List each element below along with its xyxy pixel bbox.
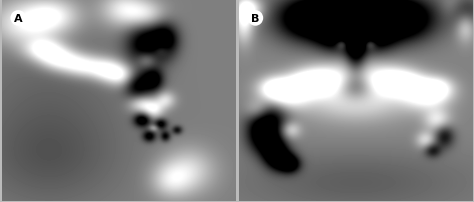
Text: B: B: [251, 14, 260, 24]
Text: A: A: [14, 14, 23, 24]
